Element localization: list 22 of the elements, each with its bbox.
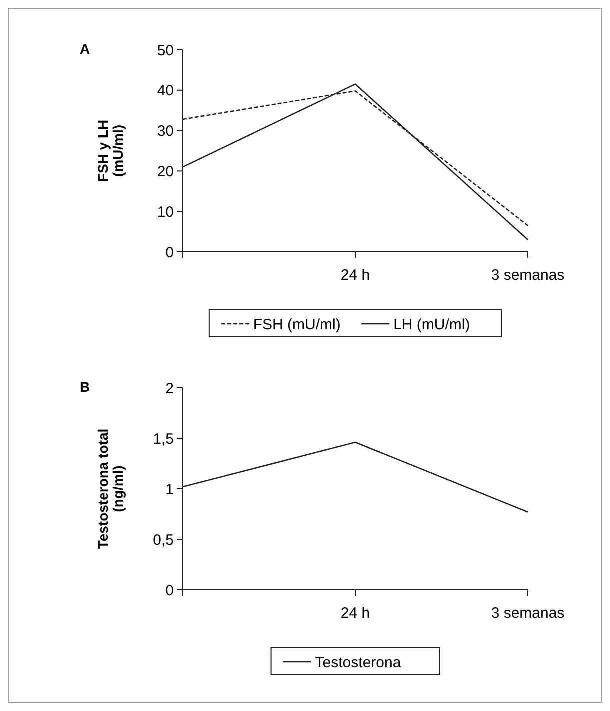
x-tick-label: 24 h <box>340 605 370 622</box>
y-tick-label: 2 <box>166 380 174 398</box>
y-tick-label: 0 <box>166 582 174 600</box>
legend-label: LH (mU/ml) <box>394 316 470 334</box>
y-tick-label: 20 <box>157 163 174 180</box>
y-tick-label: 1 <box>166 481 174 498</box>
y-tick-label: 0,5 <box>153 532 174 549</box>
chart-title: A <box>80 41 90 57</box>
x-tick-label: 3 semanas <box>491 605 565 622</box>
legend-label: FSH (mU/ml) <box>253 316 341 334</box>
y-tick-label: 0 <box>166 244 174 262</box>
y-tick-label: 40 <box>157 82 174 100</box>
y-tick-label: 10 <box>157 204 174 221</box>
y-axis-title: Testosterona total (ng/ml) <box>95 428 126 550</box>
x-tick-label: 3 semanas <box>491 267 565 284</box>
y-tick-label: 30 <box>157 123 174 140</box>
y-axis-title: FSH y LH (mU/ml) <box>95 120 126 182</box>
chart-title: B <box>80 379 90 395</box>
legend-label: Testosterona <box>315 654 402 672</box>
y-tick-label: 50 <box>157 42 174 60</box>
y-tick-label: 1,5 <box>153 430 174 448</box>
x-tick-label: 24 h <box>340 267 370 284</box>
